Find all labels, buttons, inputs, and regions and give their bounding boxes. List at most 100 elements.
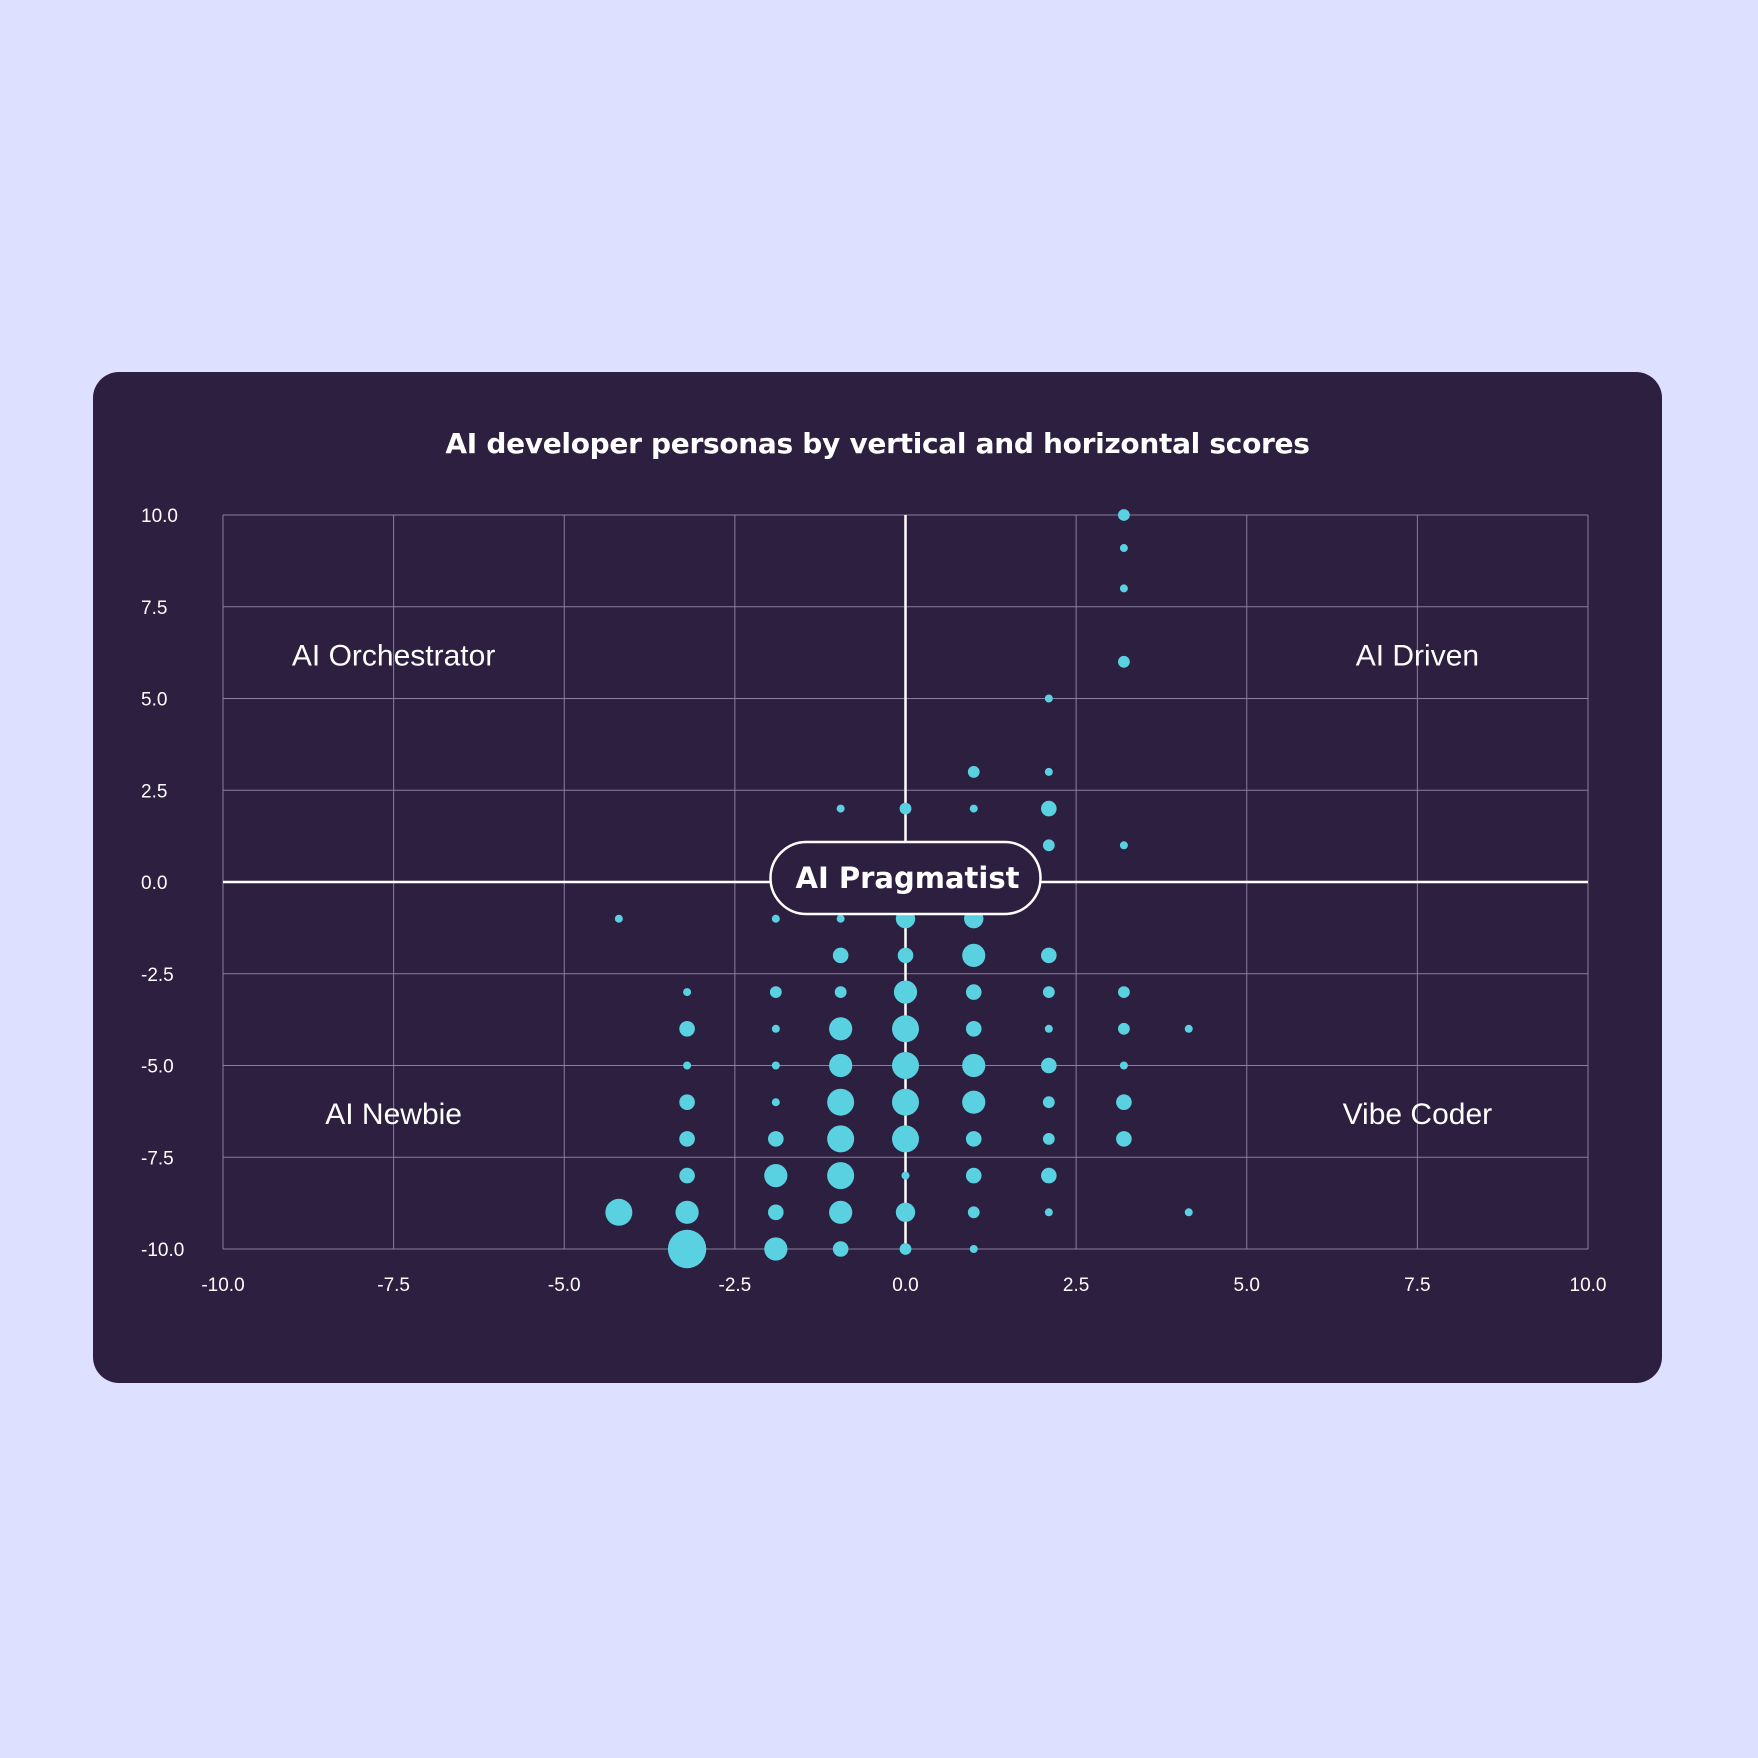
data-point	[892, 1125, 919, 1153]
data-point	[892, 1088, 919, 1116]
data-point	[832, 947, 849, 964]
y-tick-label: 2.5	[141, 781, 167, 802]
x-tick-label: 10.0	[1570, 1275, 1607, 1296]
data-point	[679, 1021, 695, 1037]
data-point	[829, 1017, 853, 1041]
data-point	[829, 1200, 853, 1224]
data-point	[1119, 544, 1128, 553]
data-point	[967, 1206, 980, 1219]
data-point	[1118, 1022, 1130, 1035]
quadrant-labels: AI Orchestrator AI Driven AI Newbie Vibe Co…	[292, 639, 1492, 1131]
data-point	[834, 986, 847, 998]
data-point	[965, 984, 982, 1000]
data-point	[962, 943, 986, 968]
data-point	[827, 1162, 855, 1190]
data-point	[897, 947, 914, 964]
data-point	[829, 1053, 853, 1078]
y-tick-label: 7.5	[141, 598, 167, 619]
x-tick-label: 7.5	[1404, 1275, 1430, 1296]
tick-labels: -10.0 -7.5 -5.0 -2.5 0.0 2.5 5.0 7.5 10.0 10.0 7.5…	[141, 506, 1606, 1296]
data-point	[899, 802, 912, 815]
data-point	[967, 766, 980, 778]
data-point	[893, 980, 918, 1004]
data-point	[965, 1021, 982, 1037]
data-point	[836, 804, 845, 813]
data-point	[1041, 1167, 1057, 1184]
data-point	[764, 1237, 788, 1261]
data-point	[679, 1094, 695, 1110]
chart-card: AI developer personas by vertical and ho…	[93, 372, 1662, 1383]
y-tick-label: -7.5	[141, 1148, 174, 1169]
data-point	[1042, 839, 1055, 852]
y-tick-label: -2.5	[141, 965, 174, 986]
data-point	[827, 1088, 855, 1116]
data-point	[892, 1052, 919, 1079]
data-point	[768, 1131, 784, 1147]
y-tick-label: 5.0	[141, 690, 167, 711]
x-tick-label: -10.0	[201, 1275, 244, 1296]
x-tick-label: -2.5	[719, 1275, 752, 1296]
x-tick-label: -5.0	[548, 1275, 581, 1296]
data-point	[769, 986, 782, 998]
data-point	[614, 914, 623, 923]
data-point	[969, 1245, 978, 1253]
data-point	[768, 1204, 784, 1221]
data-point	[1042, 1133, 1055, 1145]
y-tick-label: 0.0	[141, 873, 167, 894]
data-point	[675, 1200, 699, 1224]
data-point	[901, 1171, 910, 1180]
data-point	[965, 1167, 982, 1184]
data-point	[1041, 800, 1057, 817]
data-point	[1119, 841, 1128, 850]
data-point	[1044, 694, 1053, 703]
center-pill-label: AI Pragmatist	[796, 861, 1020, 895]
y-tick-label: -10.0	[141, 1240, 184, 1261]
data-point	[1119, 584, 1128, 593]
data-point	[1116, 1094, 1132, 1110]
data-point	[1119, 1061, 1128, 1070]
data-point	[771, 1061, 780, 1070]
data-point	[683, 988, 692, 997]
y-tick-label: 10.0	[141, 506, 178, 527]
data-points	[605, 509, 1193, 1269]
x-tick-label: 5.0	[1234, 1275, 1260, 1296]
data-point	[1044, 1208, 1053, 1217]
data-point	[1184, 1208, 1193, 1217]
data-point	[962, 1053, 986, 1078]
data-point	[683, 1061, 692, 1070]
data-point	[1118, 655, 1130, 668]
data-point	[1041, 947, 1057, 964]
data-point	[965, 1131, 982, 1147]
quadrant-label-top-left: AI Orchestrator	[292, 639, 495, 672]
quadrant-label-bottom-right: Vibe Coder	[1343, 1098, 1493, 1131]
data-point	[1044, 767, 1053, 776]
data-point	[969, 804, 978, 813]
data-point	[667, 1229, 707, 1269]
data-point	[679, 1131, 695, 1147]
data-point	[1041, 1057, 1057, 1074]
data-point	[962, 1090, 986, 1114]
y-tick-label: -5.0	[141, 1057, 174, 1078]
center-pill: AI Pragmatist	[769, 840, 1042, 916]
scatter-plot: -10.0 -7.5 -5.0 -2.5 0.0 2.5 5.0 7.5 10.0 10.0 7.5…	[141, 506, 1606, 1296]
data-point	[1116, 1131, 1132, 1147]
data-point	[895, 1202, 916, 1222]
data-point	[764, 1164, 788, 1188]
chart-title: AI developer personas by vertical and ho…	[445, 427, 1310, 460]
quadrant-label-bottom-left: AI Newbie	[325, 1098, 462, 1131]
x-tick-label: 2.5	[1063, 1275, 1089, 1296]
data-point	[827, 1125, 855, 1153]
x-tick-label: 0.0	[892, 1275, 918, 1296]
data-point	[771, 1098, 780, 1107]
data-point	[1044, 1024, 1053, 1033]
data-point	[679, 1167, 695, 1184]
data-point	[771, 914, 780, 923]
data-point	[832, 1241, 849, 1257]
data-point	[1042, 986, 1055, 998]
data-point	[892, 1015, 919, 1043]
data-point	[899, 1243, 912, 1255]
center-pill-frame	[769, 840, 1042, 916]
data-point	[1118, 986, 1130, 998]
data-point	[605, 1198, 633, 1226]
